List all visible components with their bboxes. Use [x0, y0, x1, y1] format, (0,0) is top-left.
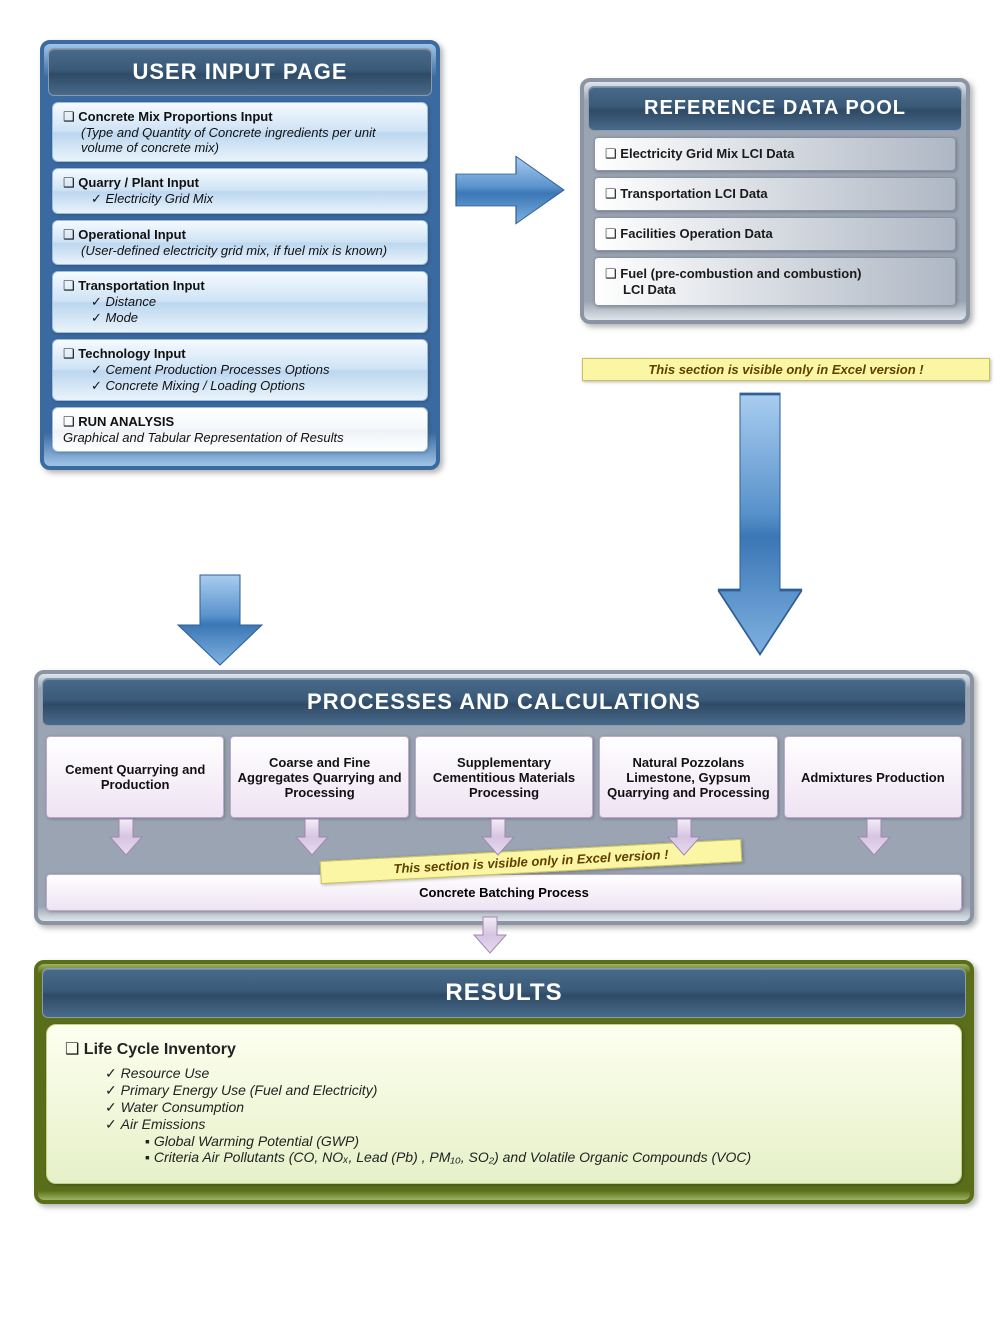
process-box: Cement Quarrying and Production — [46, 736, 224, 818]
user-input-item: Transportation InputDistanceMode — [52, 271, 428, 333]
reference-data-item: Fuel (pre-combustion and combustion)LCI … — [594, 257, 956, 306]
lci-sub-item: Water Consumption — [65, 1099, 943, 1116]
user-input-item: Technology InputCement Production Proces… — [52, 339, 428, 401]
excel-note-1: This section is visible only in Excel ve… — [582, 358, 990, 381]
run-analysis-box: RUN ANALYSIS Graphical and Tabular Repre… — [52, 407, 428, 452]
arrow-down-small-icon — [292, 815, 332, 859]
reference-data-item: Transportation LCI Data — [594, 177, 956, 211]
arrow-down-small-icon — [470, 915, 510, 955]
user-input-item: Concrete Mix Proportions Input(Type and … — [52, 102, 428, 162]
lci-sub2-item: Global Warming Potential (GWP) — [65, 1133, 943, 1149]
process-box: Coarse and Fine Aggregates Quarrying and… — [230, 736, 408, 818]
arrow-down-small-icon — [478, 815, 518, 859]
lci-sub-item: Primary Energy Use (Fuel and Electricity… — [65, 1082, 943, 1099]
arrow-right-icon — [450, 150, 570, 230]
arrow-down-small-icon — [854, 815, 894, 859]
results-body: Life Cycle Inventory Resource UsePrimary… — [46, 1024, 962, 1184]
process-box: Supplementary Cementitious Materials Pro… — [415, 736, 593, 818]
reference-data-panel: REFERENCE DATA POOL Electricity Grid Mix… — [580, 78, 970, 324]
arrow-down-small-icon — [106, 815, 146, 859]
reference-data-item: Facilities Operation Data — [594, 217, 956, 251]
results-panel: RESULTS Life Cycle Inventory Resource Us… — [34, 960, 974, 1204]
processes-row: Cement Quarrying and ProductionCoarse an… — [38, 730, 970, 824]
arrow-down-small-icon — [664, 815, 704, 859]
processes-header: PROCESSES AND CALCULATIONS — [42, 678, 966, 726]
results-header: RESULTS — [42, 968, 966, 1018]
user-input-panel: USER INPUT PAGE Concrete Mix Proportions… — [40, 40, 440, 470]
processes-panel: PROCESSES AND CALCULATIONS Cement Quarry… — [34, 670, 974, 925]
arrow-down-left-icon — [170, 570, 270, 670]
lci-sub2-item: Criteria Air Pollutants (CO, NOₓ, Lead (… — [65, 1149, 943, 1165]
user-input-item: Quarry / Plant InputElectricity Grid Mix — [52, 168, 428, 214]
lci-sub-item: Air Emissions — [65, 1116, 943, 1133]
lci-title: Life Cycle Inventory — [65, 1041, 236, 1058]
batching-box: Concrete Batching Process — [46, 874, 962, 911]
lci-sub-item: Resource Use — [65, 1065, 943, 1082]
run-title: RUN ANALYSIS — [63, 414, 174, 429]
user-input-item: Operational Input(User-defined electrici… — [52, 220, 428, 265]
user-input-header: USER INPUT PAGE — [48, 48, 432, 96]
reference-data-header: REFERENCE DATA POOL — [588, 86, 962, 131]
process-box: Natural Pozzolans Limestone, Gypsum Quar… — [599, 736, 777, 818]
run-desc: Graphical and Tabular Representation of … — [63, 430, 417, 445]
arrow-down-right-icon — [710, 380, 810, 660]
flowchart-canvas: USER INPUT PAGE Concrete Mix Proportions… — [20, 20, 988, 1320]
reference-data-item: Electricity Grid Mix LCI Data — [594, 137, 956, 171]
process-box: Admixtures Production — [784, 736, 962, 818]
